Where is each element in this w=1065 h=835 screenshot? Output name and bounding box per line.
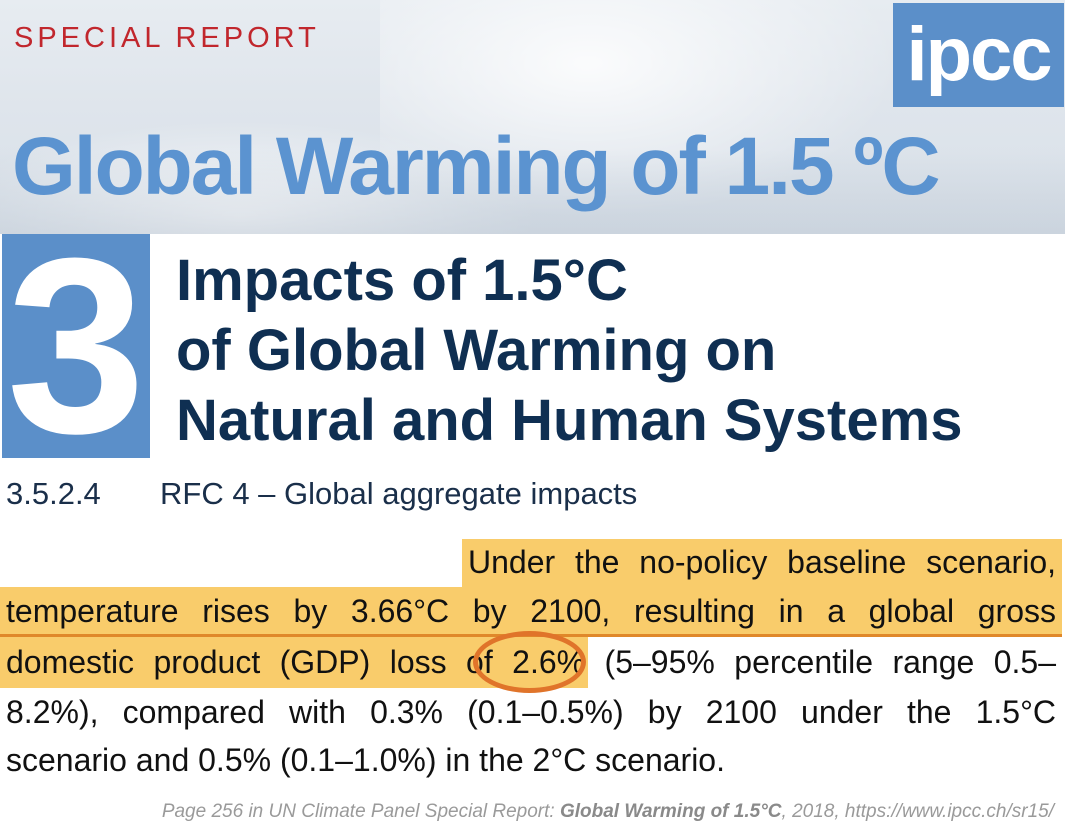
- section-number: 3.5.2.4: [6, 476, 101, 511]
- citation-prefix: Page 256 in UN Climate Panel Special Rep…: [161, 801, 560, 822]
- paragraph-line: Under the no-policy baseline scenario,: [468, 544, 1056, 580]
- paragraph-line: 8.2%), compared with 0.3% (0.1–0.5%) by …: [6, 694, 1056, 730]
- chapter-title-line: of Global Warming on: [176, 318, 777, 383]
- section-title: RFC 4 – Global aggregate impacts: [160, 476, 638, 511]
- citation-title: Global Warming of 1.5°C: [559, 801, 782, 822]
- text-highlight: [0, 587, 1062, 636]
- chapter-number-box: 3: [2, 234, 150, 458]
- chapter-title-line: Natural and Human Systems: [176, 388, 963, 453]
- source-citation: Page 256 in UN Climate Panel Special Rep…: [0, 801, 1054, 823]
- citation-suffix: , 2018, https://www.ipcc.ch/sr15/: [781, 801, 1054, 822]
- paragraph-line: scenario and 0.5% (0.1–1.0%) in the 2°C …: [6, 742, 725, 778]
- section-heading: 3.5.2.4 RFC 4 – Global aggregate impacts: [6, 476, 637, 512]
- special-report-label: SPECIAL REPORT: [14, 22, 320, 54]
- text-highlight: [462, 539, 1062, 587]
- circled-value-annotation: [473, 631, 586, 693]
- ipcc-logo: ipcc: [893, 3, 1064, 107]
- chapter-title: Impacts of 1.5°C of Global Warming on Na…: [176, 246, 962, 456]
- banner-ridge: [0, 150, 1065, 234]
- chapter-title-line: Impacts of 1.5°C: [176, 248, 628, 313]
- paragraph-line: temperature rises by 3.66°C by 2100, res…: [6, 593, 1056, 629]
- cover-banner: [0, 0, 1065, 234]
- report-title: Global Warming of 1.5 ºC: [12, 121, 941, 212]
